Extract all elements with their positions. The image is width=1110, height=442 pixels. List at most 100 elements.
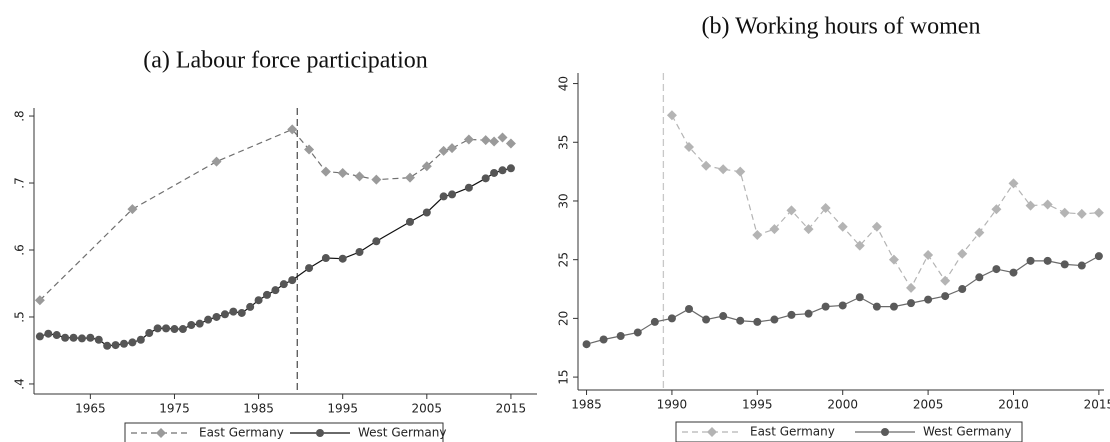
data-point bbox=[287, 124, 298, 135]
x-tick-label: 2015 bbox=[496, 402, 527, 416]
legend-label: East Germany bbox=[750, 425, 835, 439]
data-point bbox=[404, 172, 415, 183]
data-point bbox=[770, 315, 779, 324]
data-point bbox=[855, 293, 864, 302]
y-tick-label: .6 bbox=[13, 244, 27, 255]
data-point bbox=[838, 301, 847, 310]
chart-title: (a) Labour force participation bbox=[143, 48, 428, 74]
x-tick-label: 1990 bbox=[657, 398, 688, 412]
y-tick-label: .5 bbox=[13, 311, 27, 322]
legend-label: West Germany bbox=[923, 425, 1011, 439]
data-point bbox=[719, 312, 728, 321]
y-tick-label: 30 bbox=[557, 193, 571, 208]
y-tick-label: .4 bbox=[13, 378, 27, 389]
data-point bbox=[170, 325, 179, 334]
legend-marker bbox=[881, 428, 889, 436]
data-point bbox=[279, 280, 288, 289]
data-point bbox=[372, 237, 381, 246]
data-point bbox=[463, 134, 474, 145]
data-point bbox=[735, 166, 746, 177]
x-tick-label: 2010 bbox=[998, 398, 1029, 412]
data-point bbox=[448, 190, 457, 199]
data-point bbox=[633, 328, 642, 337]
data-point bbox=[1094, 252, 1103, 261]
data-point bbox=[1009, 268, 1018, 277]
legend-label: East Germany bbox=[199, 426, 284, 440]
data-point bbox=[44, 329, 53, 338]
data-point bbox=[162, 324, 171, 333]
data-point bbox=[872, 302, 881, 311]
x-tick-label: 2000 bbox=[827, 398, 858, 412]
series-line bbox=[671, 114, 1099, 290]
y-tick-label: 35 bbox=[557, 135, 571, 150]
data-point bbox=[940, 275, 951, 286]
data-point bbox=[103, 341, 112, 350]
data-point bbox=[229, 307, 238, 316]
series-line bbox=[39, 128, 512, 301]
data-point bbox=[354, 171, 365, 182]
data-point bbox=[804, 309, 813, 318]
data-point bbox=[854, 240, 865, 251]
legend-box bbox=[675, 421, 1023, 442]
data-point bbox=[371, 174, 382, 185]
data-point bbox=[337, 167, 348, 178]
data-point bbox=[702, 315, 711, 324]
y-tick-label: .7 bbox=[13, 177, 27, 188]
data-point bbox=[111, 341, 120, 350]
legend-label: West Germany bbox=[358, 426, 446, 440]
data-point bbox=[262, 290, 271, 299]
data-point bbox=[616, 331, 625, 340]
x-tick-label: 1985 bbox=[571, 398, 602, 412]
x-tick-label: 1965 bbox=[75, 402, 106, 416]
data-point bbox=[421, 161, 432, 172]
data-point bbox=[1076, 208, 1087, 219]
data-point bbox=[77, 334, 86, 343]
data-point bbox=[975, 273, 984, 282]
data-point bbox=[305, 264, 314, 273]
data-point bbox=[438, 145, 449, 156]
data-point bbox=[128, 338, 137, 347]
data-point bbox=[991, 204, 1002, 215]
data-point bbox=[1025, 200, 1036, 211]
y-tick-label: 20 bbox=[557, 311, 571, 326]
data-point bbox=[718, 164, 729, 175]
data-point bbox=[187, 321, 196, 330]
data-point bbox=[338, 254, 347, 263]
data-point bbox=[907, 299, 916, 308]
data-point bbox=[820, 203, 831, 214]
data-point bbox=[924, 295, 933, 304]
x-tick-label: 1985 bbox=[243, 402, 274, 416]
data-point bbox=[136, 335, 145, 344]
data-point bbox=[1008, 178, 1019, 189]
data-point bbox=[271, 286, 280, 295]
data-point bbox=[195, 319, 204, 328]
data-point bbox=[753, 317, 762, 326]
data-point bbox=[752, 230, 763, 241]
data-point bbox=[923, 249, 934, 260]
data-point bbox=[736, 316, 745, 325]
data-point bbox=[355, 248, 364, 257]
data-point bbox=[304, 144, 315, 155]
data-point bbox=[86, 333, 95, 342]
x-tick-label: 1975 bbox=[159, 402, 190, 416]
data-point bbox=[254, 296, 263, 305]
data-point bbox=[204, 315, 213, 324]
data-point bbox=[906, 282, 917, 293]
data-point bbox=[220, 310, 229, 319]
data-point bbox=[701, 160, 712, 171]
data-point bbox=[599, 335, 608, 344]
data-point bbox=[941, 292, 950, 301]
data-point bbox=[481, 174, 490, 183]
legend-marker bbox=[316, 429, 324, 437]
data-point bbox=[497, 132, 508, 143]
data-point bbox=[871, 221, 882, 232]
data-point bbox=[35, 332, 44, 341]
data-point bbox=[786, 205, 797, 216]
data-point bbox=[153, 324, 162, 333]
data-point bbox=[490, 168, 499, 177]
data-point bbox=[821, 302, 830, 311]
data-point bbox=[439, 192, 448, 201]
data-point bbox=[505, 138, 516, 149]
data-point bbox=[1026, 256, 1035, 265]
